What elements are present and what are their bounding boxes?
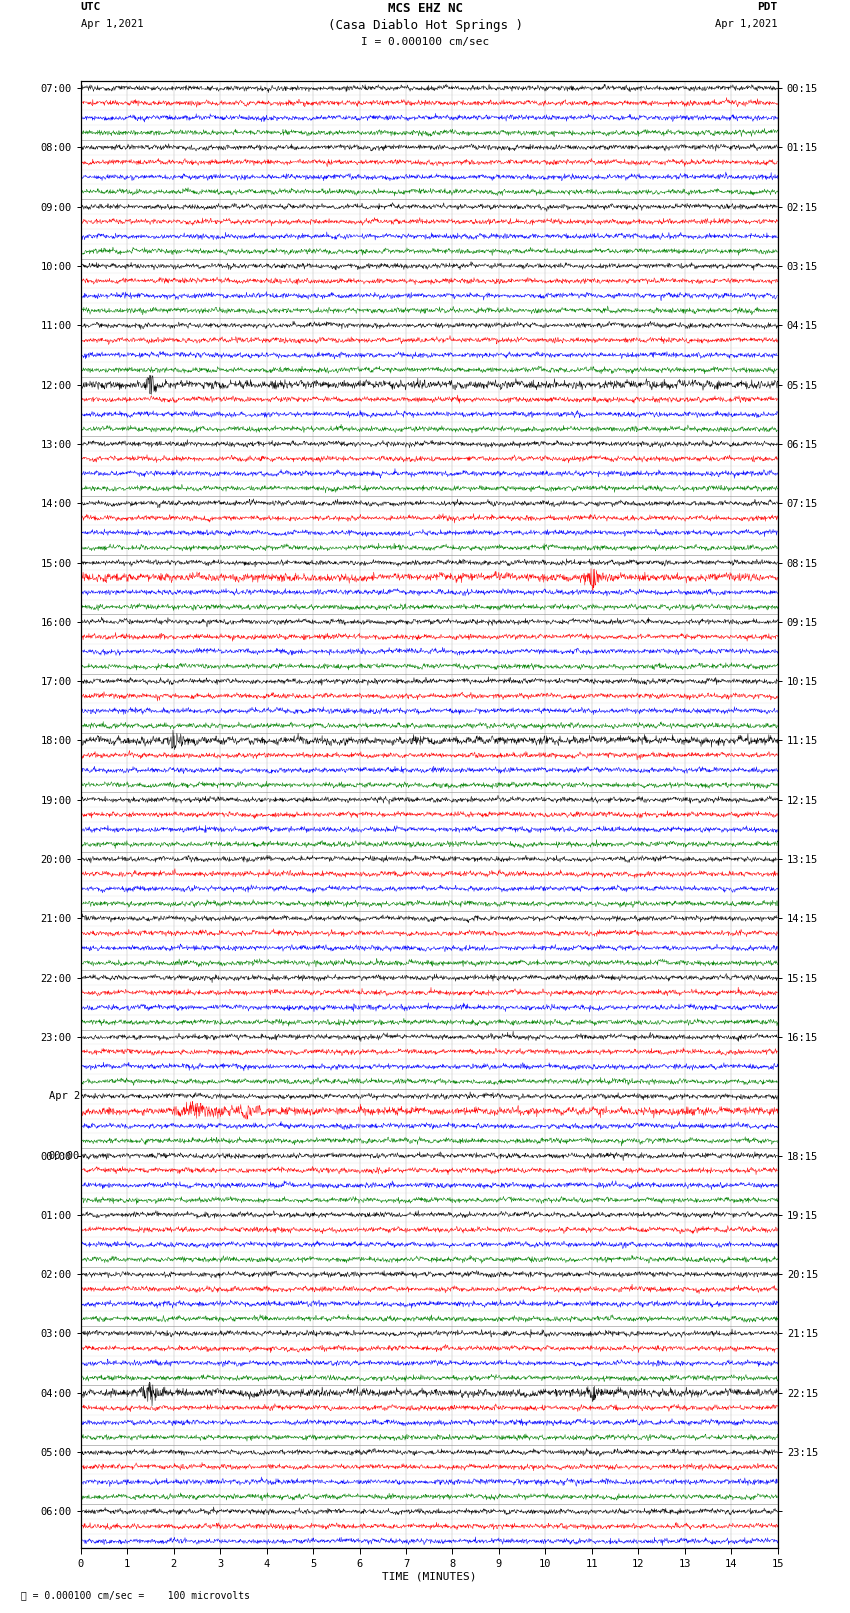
Text: UTC: UTC	[81, 3, 101, 13]
Text: Apr 1,2021: Apr 1,2021	[715, 19, 778, 29]
X-axis label: TIME (MINUTES): TIME (MINUTES)	[382, 1571, 477, 1582]
Text: Apr 1,2021: Apr 1,2021	[81, 19, 144, 29]
Text: ⎹ = 0.000100 cm/sec =    100 microvolts: ⎹ = 0.000100 cm/sec = 100 microvolts	[15, 1590, 250, 1600]
Text: Apr 2: Apr 2	[48, 1092, 80, 1102]
Text: (Casa Diablo Hot Springs ): (Casa Diablo Hot Springs )	[327, 19, 523, 32]
Text: MCS EHZ NC: MCS EHZ NC	[388, 3, 462, 16]
Text: 00:00: 00:00	[48, 1150, 80, 1161]
Text: I = 0.000100 cm/sec: I = 0.000100 cm/sec	[361, 37, 489, 47]
Text: PDT: PDT	[757, 3, 778, 13]
